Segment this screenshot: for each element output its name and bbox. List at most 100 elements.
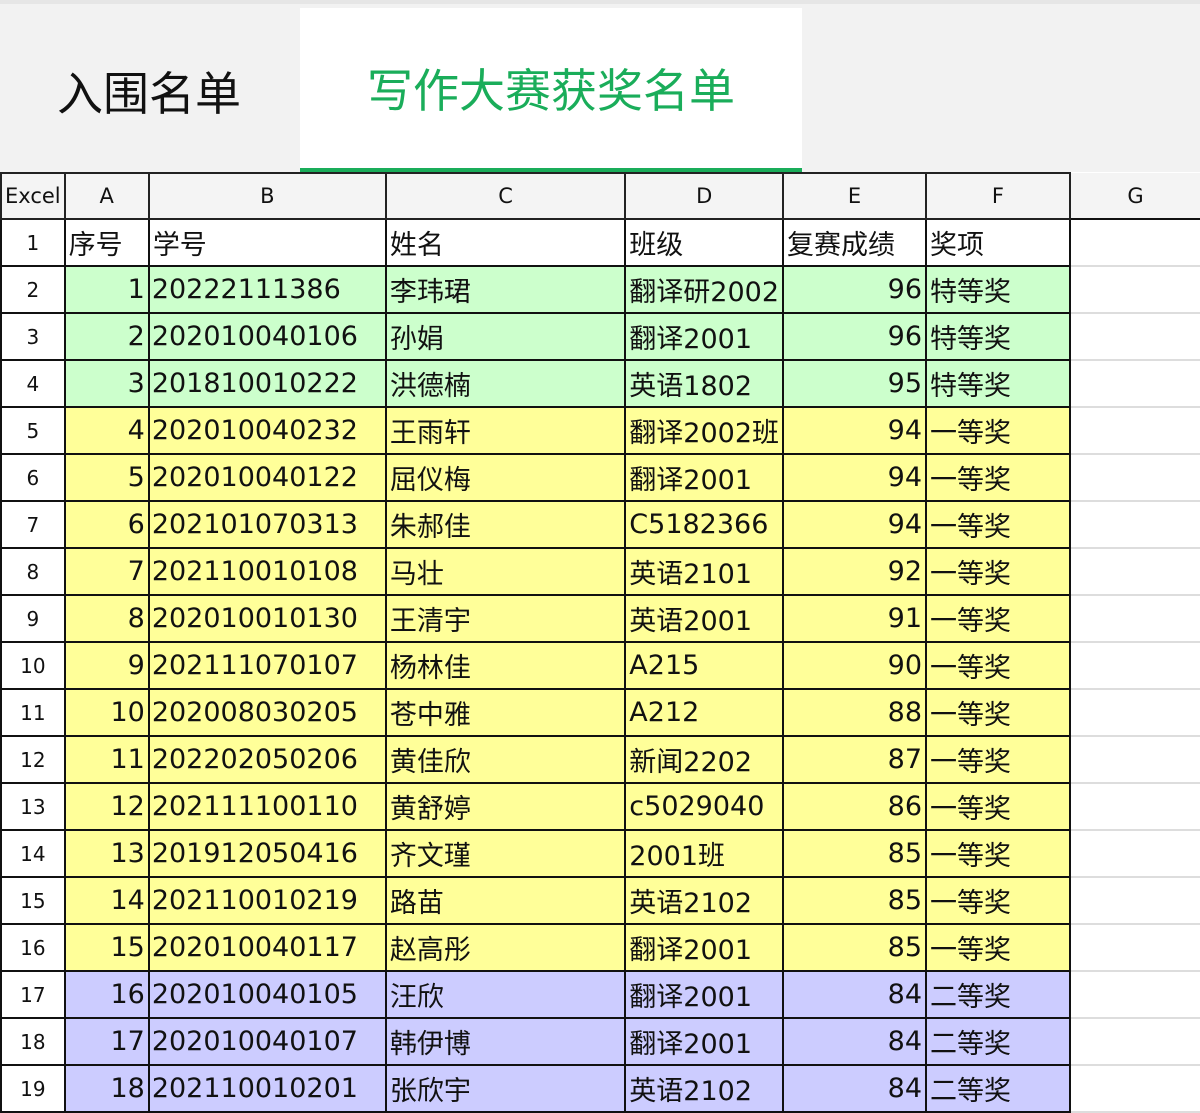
class-cell[interactable]: 翻译2001 xyxy=(624,1017,785,1066)
empty-cell[interactable] xyxy=(1068,783,1200,831)
score-cell[interactable]: 85 xyxy=(782,923,927,972)
empty-cell[interactable] xyxy=(1068,454,1200,502)
name-cell[interactable]: 王雨轩 xyxy=(384,406,627,455)
score-cell[interactable]: 85 xyxy=(782,876,927,925)
score-cell[interactable]: 84 xyxy=(782,970,927,1019)
seq-cell[interactable]: 18 xyxy=(63,1064,150,1113)
award-cell[interactable]: 二等奖 xyxy=(925,1064,1071,1113)
column-header-E[interactable]: E xyxy=(782,172,927,220)
row-header[interactable]: 8 xyxy=(0,547,66,596)
award-cell[interactable]: 一等奖 xyxy=(925,688,1071,737)
seq-cell[interactable]: 8 xyxy=(63,594,150,643)
header-cell[interactable]: 学号 xyxy=(147,218,387,267)
name-cell[interactable]: 黄佳欣 xyxy=(384,735,627,784)
seq-cell[interactable]: 4 xyxy=(63,406,150,455)
row-header[interactable]: 4 xyxy=(0,359,66,408)
row-header[interactable]: 1 xyxy=(0,218,66,267)
row-header[interactable]: 15 xyxy=(0,876,66,925)
award-cell[interactable]: 特等奖 xyxy=(925,359,1071,408)
score-cell[interactable]: 88 xyxy=(782,688,927,737)
award-cell[interactable]: 一等奖 xyxy=(925,641,1071,690)
header-cell[interactable]: 班级 xyxy=(624,218,785,267)
row-header[interactable]: 18 xyxy=(0,1017,66,1066)
name-cell[interactable]: 朱郝佳 xyxy=(384,500,627,549)
award-cell[interactable]: 一等奖 xyxy=(925,923,1071,972)
seq-cell[interactable]: 5 xyxy=(63,453,150,502)
corner-cell[interactable]: Excel xyxy=(0,172,66,220)
empty-cell[interactable] xyxy=(1068,266,1200,314)
column-header-D[interactable]: D xyxy=(624,172,785,220)
seq-cell[interactable]: 15 xyxy=(63,923,150,972)
award-cell[interactable]: 一等奖 xyxy=(925,453,1071,502)
score-cell[interactable]: 96 xyxy=(782,265,927,314)
class-cell[interactable]: 翻译2001 xyxy=(624,923,785,972)
empty-cell[interactable] xyxy=(1068,548,1200,596)
empty-cell[interactable] xyxy=(1068,971,1200,1019)
empty-cell[interactable] xyxy=(1068,1065,1200,1113)
empty-cell[interactable] xyxy=(1068,407,1200,455)
header-cell[interactable]: 复赛成绩 xyxy=(782,218,927,267)
empty-cell[interactable] xyxy=(1068,360,1200,408)
award-cell[interactable]: 特等奖 xyxy=(925,265,1071,314)
row-header[interactable]: 2 xyxy=(0,265,66,314)
header-cell[interactable]: 序号 xyxy=(63,218,150,267)
class-cell[interactable]: 英语2102 xyxy=(624,1064,785,1113)
name-cell[interactable]: 黄舒婷 xyxy=(384,782,627,831)
score-cell[interactable]: 95 xyxy=(782,359,927,408)
student-id-cell[interactable]: 202110010108 xyxy=(147,547,387,596)
row-header[interactable]: 16 xyxy=(0,923,66,972)
name-cell[interactable]: 汪欣 xyxy=(384,970,627,1019)
score-cell[interactable]: 91 xyxy=(782,594,927,643)
score-cell[interactable]: 87 xyxy=(782,735,927,784)
empty-cell[interactable] xyxy=(1068,877,1200,925)
seq-cell[interactable]: 1 xyxy=(63,265,150,314)
name-cell[interactable]: 赵高彤 xyxy=(384,923,627,972)
column-header-C[interactable]: C xyxy=(384,172,627,220)
award-cell[interactable]: 一等奖 xyxy=(925,735,1071,784)
name-cell[interactable]: 张欣宇 xyxy=(384,1064,627,1113)
seq-cell[interactable]: 13 xyxy=(63,829,150,878)
score-cell[interactable]: 92 xyxy=(782,547,927,596)
column-header-B[interactable]: B xyxy=(147,172,387,220)
column-header-F[interactable]: F xyxy=(925,172,1071,220)
score-cell[interactable]: 85 xyxy=(782,829,927,878)
name-cell[interactable]: 马壮 xyxy=(384,547,627,596)
award-cell[interactable]: 一等奖 xyxy=(925,406,1071,455)
class-cell[interactable]: c5029040 xyxy=(624,782,785,831)
empty-cell[interactable] xyxy=(1068,642,1200,690)
score-cell[interactable]: 90 xyxy=(782,641,927,690)
score-cell[interactable]: 94 xyxy=(782,406,927,455)
row-header[interactable]: 14 xyxy=(0,829,66,878)
student-id-cell[interactable]: 202008030205 xyxy=(147,688,387,737)
award-cell[interactable]: 一等奖 xyxy=(925,782,1071,831)
name-cell[interactable]: 李玮珺 xyxy=(384,265,627,314)
seq-cell[interactable]: 9 xyxy=(63,641,150,690)
row-header[interactable]: 7 xyxy=(0,500,66,549)
row-header[interactable]: 9 xyxy=(0,594,66,643)
student-id-cell[interactable]: 201912050416 xyxy=(147,829,387,878)
class-cell[interactable]: 翻译研2002 xyxy=(624,265,785,314)
student-id-cell[interactable]: 202010040107 xyxy=(147,1017,387,1066)
student-id-cell[interactable]: 202010010130 xyxy=(147,594,387,643)
student-id-cell[interactable]: 201810010222 xyxy=(147,359,387,408)
class-cell[interactable]: 新闻2202 xyxy=(624,735,785,784)
empty-cell[interactable] xyxy=(1068,736,1200,784)
name-cell[interactable]: 路苗 xyxy=(384,876,627,925)
award-cell[interactable]: 二等奖 xyxy=(925,970,1071,1019)
student-id-cell[interactable]: 20222111386 xyxy=(147,265,387,314)
column-header-G[interactable]: G xyxy=(1068,173,1200,220)
empty-cell[interactable] xyxy=(1068,1018,1200,1066)
student-id-cell[interactable]: 202110010219 xyxy=(147,876,387,925)
class-cell[interactable]: 翻译2001 xyxy=(624,312,785,361)
seq-cell[interactable]: 2 xyxy=(63,312,150,361)
seq-cell[interactable]: 14 xyxy=(63,876,150,925)
class-cell[interactable]: 翻译2001 xyxy=(624,970,785,1019)
name-cell[interactable]: 苍中雅 xyxy=(384,688,627,737)
column-header-A[interactable]: A xyxy=(63,172,150,220)
student-id-cell[interactable]: 202101070313 xyxy=(147,500,387,549)
score-cell[interactable]: 84 xyxy=(782,1064,927,1113)
award-cell[interactable]: 一等奖 xyxy=(925,547,1071,596)
class-cell[interactable]: 翻译2002班 xyxy=(624,406,785,455)
class-cell[interactable]: C5182366 xyxy=(624,500,785,549)
award-cell[interactable]: 一等奖 xyxy=(925,876,1071,925)
